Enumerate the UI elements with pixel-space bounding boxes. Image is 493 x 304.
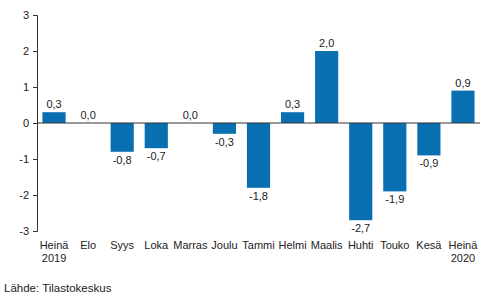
- y-axis: -3 -2 -1 0 1 2 3: [19, 9, 37, 237]
- x-tick-label-line: Marras: [173, 239, 208, 251]
- bar: [111, 123, 134, 152]
- data-label: -2,7: [351, 222, 370, 234]
- x-tick: Touko: [380, 231, 409, 251]
- x-tick-label: Heinä2020: [449, 239, 479, 264]
- y-tick-label: -2: [19, 189, 29, 201]
- y-axis-line: [33, 16, 38, 232]
- x-tick-label-line: Syys: [110, 239, 134, 251]
- x-tick: Maalis: [311, 231, 343, 251]
- y-tick-mark: [33, 15, 37, 16]
- data-labels: 0,3 0,0 -0,8 -0,7 0,0 -0,3 -1,8 0,3 2,0 -2,7 -1,9 -…: [46, 37, 470, 234]
- x-tick: Helmi: [279, 231, 307, 251]
- x-tick-label-line: 2019: [42, 252, 66, 264]
- data-label: -1,8: [249, 190, 268, 202]
- bar: [145, 123, 168, 148]
- x-tick-label: Marras: [173, 239, 208, 251]
- x-tick-label-line: Loka: [144, 239, 169, 251]
- x-tick: Heinä2020: [449, 231, 479, 264]
- source: Lähde: Tilastokeskus: [4, 282, 112, 294]
- x-tick-label: Touko: [380, 239, 409, 251]
- x-tick-label: Syys: [110, 239, 134, 251]
- x-tick-label-line: Helmi: [279, 239, 307, 251]
- bar: [349, 123, 372, 220]
- data-label: 0,3: [285, 98, 300, 110]
- data-label: 0,0: [80, 109, 95, 121]
- x-tick: Elo: [80, 231, 96, 251]
- y-tick: 3: [23, 9, 37, 21]
- y-tick-label: -3: [19, 225, 29, 237]
- x-tick-label: Kesä: [416, 239, 442, 251]
- y-tick-label: 2: [23, 45, 29, 57]
- y-tick-mark: [33, 87, 37, 88]
- y-tick: -3: [19, 225, 37, 237]
- x-tick-label: Maalis: [311, 239, 343, 251]
- plot: -3 -2 -1 0 1 2 3 0,3 0,0 -0,8 -0,7 0,0 -0,3 -1,8 0,3 2,…: [19, 9, 480, 264]
- x-axis: Heinä2019EloSyysLokaMarrasJouluTammiHelm…: [40, 231, 479, 264]
- data-label: 2,0: [319, 37, 334, 49]
- data-label: 0,3: [46, 98, 61, 110]
- y-tick-mark: [33, 123, 37, 124]
- bars: [42, 51, 474, 220]
- bar: [247, 123, 270, 188]
- data-label: 0,0: [183, 109, 198, 121]
- bar: [281, 112, 304, 123]
- data-label: -0,8: [113, 154, 132, 166]
- x-tick: Tammi: [242, 231, 274, 251]
- x-tick-label: Tammi: [242, 239, 274, 251]
- x-tick-label-line: Joulu: [211, 239, 237, 251]
- y-tick: -1: [19, 153, 37, 165]
- bar: [315, 51, 338, 123]
- x-tick: Kesä: [416, 231, 442, 251]
- y-tick-mark: [33, 231, 37, 232]
- y-tick-mark: [33, 195, 37, 196]
- x-tick-label-line: Elo: [80, 239, 96, 251]
- x-tick-label-line: Huhti: [348, 239, 374, 251]
- x-tick-label-line: Heinä: [449, 239, 479, 251]
- y-tick-label: 0: [23, 117, 29, 129]
- y-tick-label: 1: [23, 81, 29, 93]
- x-tick: Huhti: [348, 231, 374, 251]
- y-tick: -2: [19, 189, 37, 201]
- x-tick-label: Elo: [80, 239, 96, 251]
- x-tick-label-line: Tammi: [242, 239, 274, 251]
- x-tick: Joulu: [211, 231, 237, 251]
- bar: [417, 123, 440, 155]
- zero-line: [37, 123, 480, 124]
- bar: [42, 112, 65, 123]
- y-tick-mark: [33, 51, 37, 52]
- y-tick-label: -1: [19, 153, 29, 165]
- bar: [383, 123, 406, 191]
- x-tick-label-line: 2020: [451, 252, 475, 264]
- y-tick: 2: [23, 45, 37, 57]
- bar: [451, 91, 474, 123]
- x-tick-label: Heinä2019: [40, 239, 70, 264]
- y-tick-mark: [33, 159, 37, 160]
- chart: -3 -2 -1 0 1 2 3 0,3 0,0 -0,8 -0,7 0,0 -0,3 -1,8 0,3 2,…: [0, 0, 493, 304]
- data-label: 0,9: [455, 77, 470, 89]
- x-tick-label-line: Heinä: [40, 239, 70, 251]
- data-label: -1,9: [385, 193, 404, 205]
- data-label: -0,7: [147, 150, 166, 162]
- x-tick-label: Huhti: [348, 239, 374, 251]
- data-label: -0,9: [419, 157, 438, 169]
- x-tick: Heinä2019: [40, 231, 70, 264]
- x-tick: Marras: [173, 231, 208, 251]
- data-label: -0,3: [215, 136, 234, 148]
- y-tick: 1: [23, 81, 37, 93]
- x-tick-label-line: Maalis: [311, 239, 343, 251]
- x-tick: Loka: [144, 231, 169, 251]
- bar: [213, 123, 236, 134]
- x-tick-label-line: Kesä: [416, 239, 442, 251]
- x-tick-label: Helmi: [279, 239, 307, 251]
- x-tick-label-line: Touko: [380, 239, 409, 251]
- x-tick-label: Loka: [144, 239, 169, 251]
- x-tick: Syys: [110, 231, 134, 251]
- y-tick: 0: [23, 117, 37, 129]
- x-tick-label: Joulu: [211, 239, 237, 251]
- y-tick-label: 3: [23, 9, 29, 21]
